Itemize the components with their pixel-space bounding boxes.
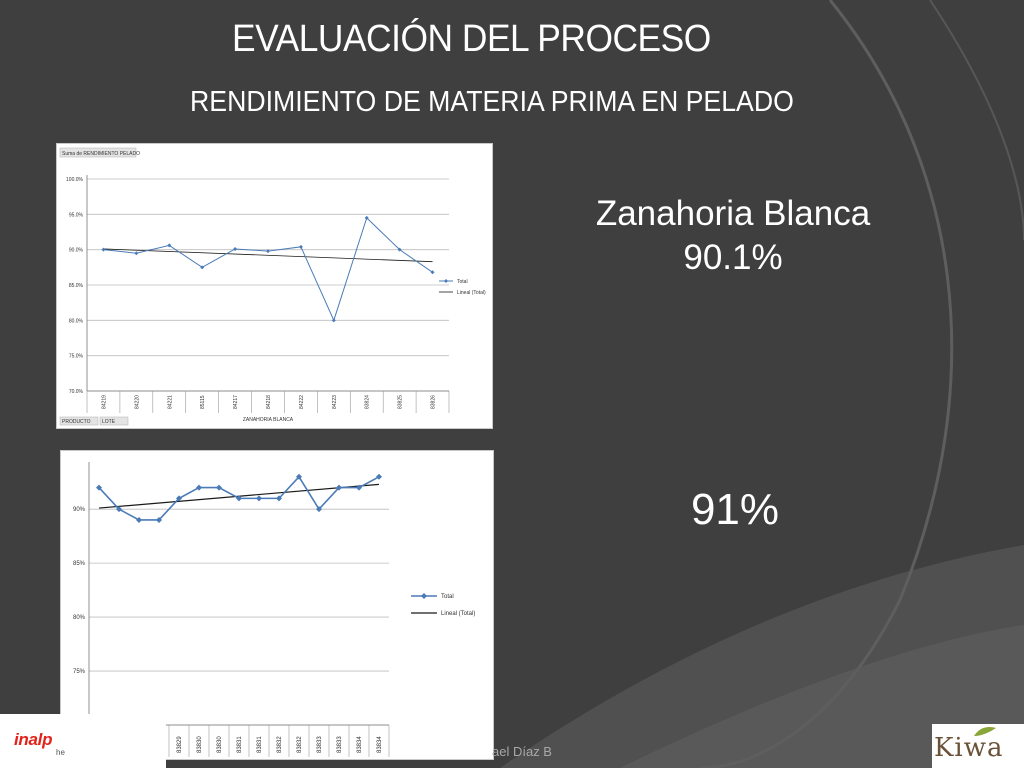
chart-1-data-point <box>266 249 270 254</box>
result-zanahoria-blanca: Zanahoria Blanca 90.1% <box>560 192 906 280</box>
chart-1-ytick-label: 80.0% <box>69 318 84 324</box>
chart-2-category-label: 83834 <box>377 736 383 753</box>
chart-1-data-point <box>298 244 303 249</box>
inalpa-logo-subtext: he <box>56 748 65 757</box>
chart-2-data-point <box>96 484 102 491</box>
chart-1-filter-lote-box <box>99 416 129 426</box>
chart-2-data-point <box>216 484 222 491</box>
chart-1-category-label: 85115 <box>200 395 206 409</box>
result-product-label: Zanahoria Blanca <box>595 194 871 233</box>
chart-2-data-point <box>176 495 182 502</box>
chart-2-data-point <box>156 516 162 523</box>
chart-1-ytick-label: 75.0% <box>69 354 84 360</box>
chart-1-category-label: 84223 <box>332 395 338 409</box>
chart-2-legend-total-marker <box>421 593 427 599</box>
chart-2-ytick-label: 80% <box>73 615 86 621</box>
chart-2-category-label: 83829 <box>177 736 183 753</box>
chart-1-header-label: Suma de RENDIMIENTO PELADO <box>62 151 140 157</box>
kiwa-leaf-icon <box>974 726 996 736</box>
chart-1-category-label: 84220 <box>134 395 140 409</box>
chart-2-category-label: 83834 <box>357 736 363 753</box>
chart-1-category-label: 84221 <box>167 395 173 409</box>
chart-1-data-point <box>364 215 369 220</box>
chart-1-data-point <box>331 318 336 323</box>
chart-1-category-label: 84219 <box>101 395 107 409</box>
chart-1-data-point <box>430 270 435 275</box>
chart-1-filter-producto-label: PRODUCTO <box>62 419 91 425</box>
chart-1-legend-trend-label: Lineal (Total) <box>457 290 486 296</box>
chart-2-legend-trend-label: Lineal (Total) <box>441 611 475 617</box>
chart-2-category-label: 83832 <box>297 736 303 753</box>
chart-1-filter-lote-label: LOTE <box>102 419 116 425</box>
chart-2-legend-total-label: Total <box>441 594 454 600</box>
chart-1-data-point <box>200 265 205 270</box>
chart-2-category-label: 83831 <box>237 736 243 753</box>
kiwa-logo-text: Kiwa <box>934 733 1004 763</box>
inalpa-logo-text: inalp <box>14 730 53 749</box>
footer-author: ael Díaz B <box>492 744 552 759</box>
chart-1-category-label: 84218 <box>266 395 272 409</box>
chart-1-legend-total-label: Total <box>457 279 468 285</box>
chart-1-legend-total-marker <box>444 279 448 283</box>
inalpa-logo <box>0 714 166 768</box>
chart-1-data-point <box>397 247 402 252</box>
chart-2-data-point <box>116 506 122 513</box>
chart-2-category-label: 83830 <box>197 736 203 753</box>
chart-2-data-point <box>236 495 242 502</box>
chart-1-data-point <box>233 246 238 251</box>
chart-2-data-point <box>296 473 302 480</box>
chart-1-category-label: 83825 <box>398 395 404 409</box>
chart-2-data-point <box>336 484 342 491</box>
result-second-percentage: 91% <box>690 485 780 534</box>
chart-2-category-label: 83832 <box>277 736 283 753</box>
chart-1-x-axis-title: ZANAHORIA BLANCA <box>243 417 294 423</box>
chart-2-category-label: 83833 <box>337 736 343 753</box>
chart-2-data-point <box>136 516 142 523</box>
chart-1-series-line <box>103 216 433 322</box>
chart-1-category-label: 83824 <box>365 395 371 409</box>
chart-1-ytick-label: 85.0% <box>69 283 84 289</box>
chart-2-data-point <box>376 473 382 480</box>
chart-1-ytick-label: 100.0% <box>66 177 84 183</box>
chart-1-ytick-label: 95.0% <box>69 212 84 218</box>
chart-1-category-label: 84222 <box>299 395 305 409</box>
chart-2-data-point <box>256 495 262 502</box>
chart-1-ytick-label: 90.0% <box>69 248 84 254</box>
result-percentage: 90.1% <box>683 237 783 277</box>
chart-1-data-point <box>167 243 172 248</box>
chart-1-category-label: 83826 <box>431 395 437 409</box>
chart-panel-second: 90%85%80%75%70%8382783828838288382983829… <box>60 450 494 760</box>
slide-subtitle: RENDIMIENTO DE MATERIA PRIMA EN PELADO <box>190 86 794 118</box>
chart-1-ytick-label: 70.0% <box>69 389 84 395</box>
chart-2-svg: 90%85%80%75%70%8382783828838288382983829… <box>73 462 475 757</box>
chart-1-header-box <box>59 147 137 158</box>
chart-2-ytick-label: 90% <box>73 507 86 513</box>
chart-2-category-label: 83830 <box>217 736 223 753</box>
chart-2-ytick-label: 75% <box>73 669 86 675</box>
chart-1-category-label: 84217 <box>233 395 239 409</box>
slide-title: EVALUACIÓN DEL PROCESO <box>232 18 711 60</box>
chart-2-data-point <box>196 484 202 491</box>
chart-1-filter-producto-box <box>59 416 99 426</box>
chart-1-data-point <box>101 247 106 252</box>
chart-2-data-point <box>356 484 362 491</box>
chart-panel-zanahoria-blanca: Suma de RENDIMIENTO PELADO 100.0% 95.0% 90.… <box>56 143 493 429</box>
chart-1-trendline <box>103 248 433 263</box>
chart-2-category-label: 83831 <box>257 736 263 753</box>
chart-1-svg: Suma de RENDIMIENTO PELADO 100.0% 95.0% 90.… <box>59 147 486 426</box>
chart-2-category-label: 83833 <box>317 736 323 753</box>
chart-1-data-point <box>134 251 139 256</box>
chart-2-ytick-label: 85% <box>73 561 86 567</box>
chart-2-data-point <box>276 495 282 502</box>
chart-2-data-point <box>316 506 322 513</box>
